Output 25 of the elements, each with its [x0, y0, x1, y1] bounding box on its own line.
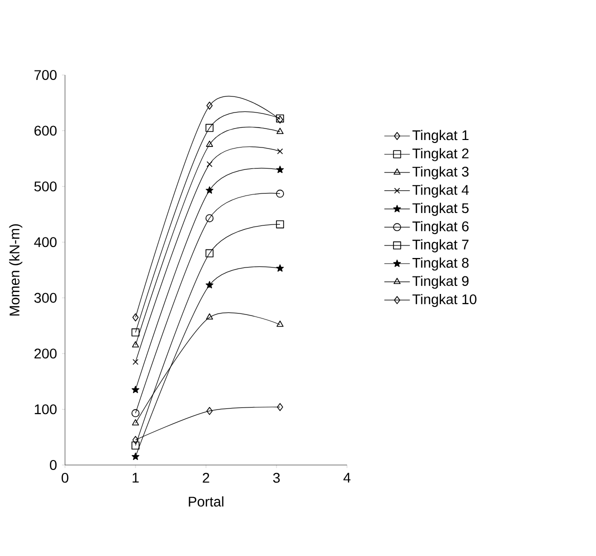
legend-label: Tingkat 2 [412, 148, 468, 162]
y-tick-label: 700 [34, 70, 57, 80]
legend-label: Tingkat 3 [412, 166, 469, 180]
legend-label: Tingkat 5 [412, 202, 469, 216]
x-tick-label: 3 [273, 472, 280, 483]
legend-label: Tingkat 9 [412, 276, 469, 289]
y-tick-label: 0 [50, 460, 57, 470]
x-tick-label: 4 [343, 472, 350, 482]
legend-label: Tingkat 6 [412, 221, 469, 234]
y-tick-label: 500 [34, 181, 57, 192]
legend-label: Tingkat 8 [412, 258, 469, 271]
legend-label: Tingkat 7 [412, 239, 468, 252]
y-tick-label: 400 [34, 237, 57, 248]
y-tick-label: 300 [34, 292, 57, 303]
x-tick-label: 0 [62, 472, 68, 483]
x-tick-label: 1 [132, 472, 139, 482]
y-tick-label: 600 [34, 126, 57, 136]
legend-label: Tingkat 10 [412, 294, 476, 308]
y-axis-title: Momen (kN-m) [9, 224, 22, 316]
y-tick-label: 100 [34, 404, 57, 414]
x-tick-label: 2 [202, 472, 210, 483]
legend-label: Tingkat 4 [412, 184, 469, 198]
x-axis-title: Portal [188, 496, 224, 507]
y-tick-label: 200 [34, 348, 57, 359]
legend-label: Tingkat 1 [412, 130, 469, 143]
